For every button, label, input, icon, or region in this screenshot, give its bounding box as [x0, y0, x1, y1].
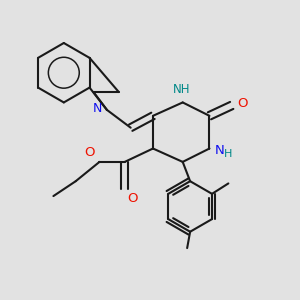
Text: N: N: [93, 102, 102, 115]
Text: O: O: [128, 192, 138, 205]
Text: O: O: [85, 146, 95, 159]
Text: NH: NH: [172, 83, 190, 96]
Text: H: H: [224, 149, 232, 160]
Text: N: N: [215, 144, 224, 158]
Text: O: O: [237, 98, 247, 110]
